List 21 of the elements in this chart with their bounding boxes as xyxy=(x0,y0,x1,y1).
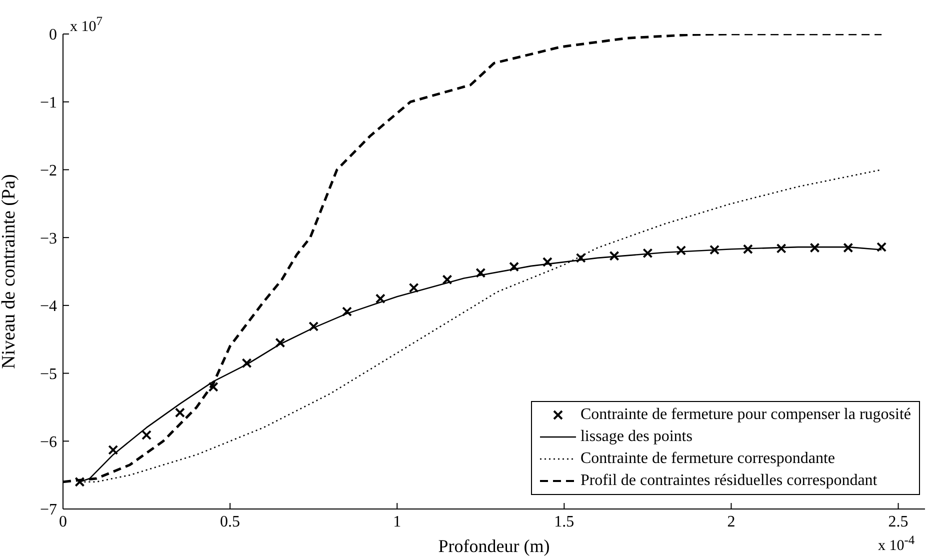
legend-label: lissage des points xyxy=(580,427,692,447)
x-axis-title: Profondeur (m) xyxy=(438,536,550,556)
y-tick-label: −7 xyxy=(40,502,57,519)
annotation: x 10$^{7}$ xyxy=(70,14,102,36)
legend-label: Contrainte de fermeture correspondante xyxy=(580,449,836,469)
y-tick-label: −6 xyxy=(40,434,57,451)
x-tick-label: 2 xyxy=(727,513,736,530)
y-tick-label: −5 xyxy=(40,366,57,383)
legend-label: Profil de contraintes résiduelles correspondant xyxy=(580,471,878,491)
x-tick-label: 0.5 xyxy=(220,513,240,530)
y-tick-label: −1 xyxy=(40,94,57,112)
y-tick-label: −4 xyxy=(40,298,57,316)
y-axis-title: Niveau de contrainte (Pa) xyxy=(0,174,20,369)
y-tick-label: −3 xyxy=(40,230,57,248)
y-tick-label: 0 xyxy=(49,26,57,44)
legend-label: Contrainte de fermeture pour compenser la rugosité xyxy=(580,405,911,425)
text: x 10$^{-4}$ xyxy=(878,533,915,555)
x-tick-label: 2.5 xyxy=(888,513,908,530)
y-tick-label: −2 xyxy=(40,162,57,180)
x-tick-label: 1 xyxy=(393,513,402,530)
x-tick-label: 1.5 xyxy=(554,513,574,530)
